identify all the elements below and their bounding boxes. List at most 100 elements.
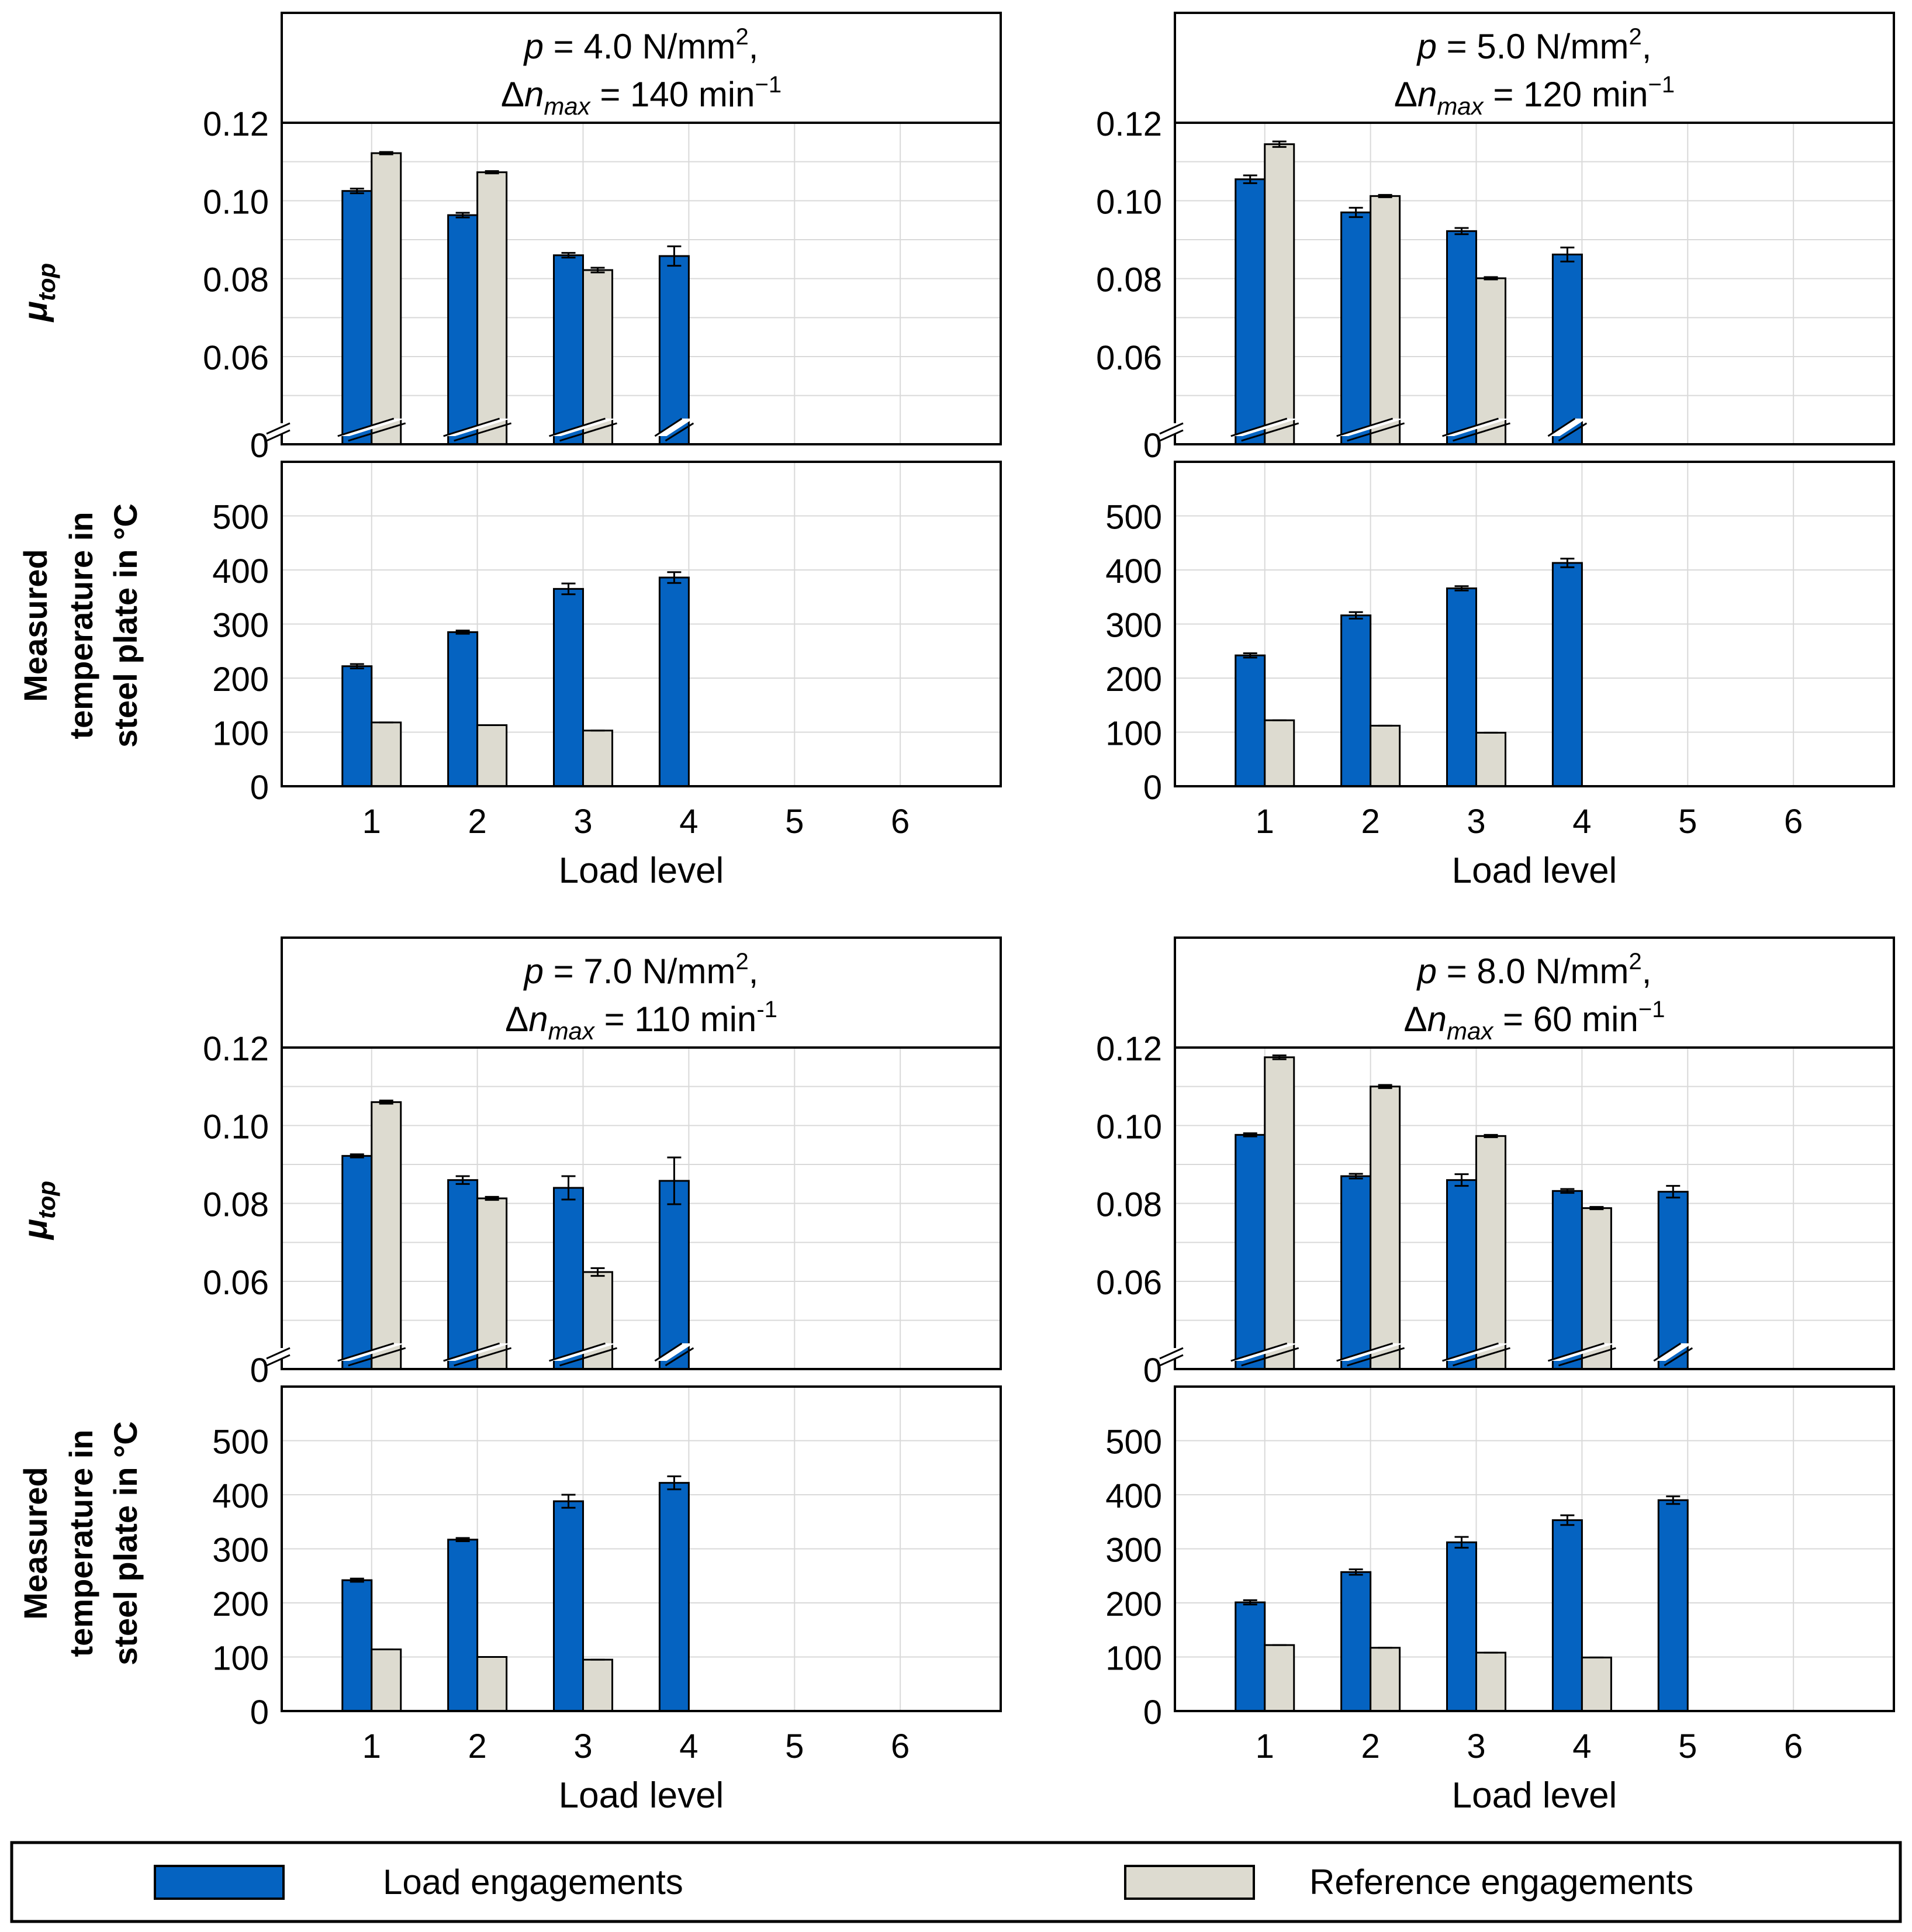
xtick-label: 5 [785, 1727, 804, 1765]
axis-break-slash [559, 422, 617, 442]
temp-reference-bar [371, 721, 402, 787]
mu-ytick-label: 0.12 [1096, 1030, 1162, 1068]
mu-ytick-label: 0.12 [203, 1030, 269, 1068]
axis-break-slash [1453, 422, 1510, 442]
axis-break-slash [549, 417, 606, 437]
temp-load-bar [341, 1579, 373, 1712]
temp-reference-bar [476, 1656, 508, 1712]
svg-text:Measured: Measured [17, 1467, 54, 1619]
temp-axes-frame [281, 1385, 1002, 1712]
xtick-label: 3 [573, 803, 592, 841]
mu-load-bar [1446, 230, 1478, 445]
temp-ytick-label: 400 [212, 552, 269, 590]
mu-reference-bar [1264, 143, 1295, 445]
mu-ytick-label: 0.12 [203, 105, 269, 143]
xtick-label: 1 [1256, 1727, 1274, 1765]
temp-load-bar [1657, 1499, 1689, 1712]
temp-load-bar [553, 1500, 585, 1712]
y-break-slash [1159, 429, 1184, 442]
temp-ytick-label: 0 [1143, 769, 1162, 807]
mu-ytick-label: 0.06 [203, 1264, 269, 1302]
legend-swatch-reference [1124, 1865, 1255, 1900]
svg-text:μtop: μtop [16, 263, 60, 323]
svg-text:Measured: Measured [17, 549, 54, 701]
mu-reference-bar [1475, 1135, 1507, 1370]
temp-reference-bar [1581, 1656, 1612, 1712]
temp-ytick-label: 300 [1105, 1532, 1162, 1570]
axis-break-slash [1442, 1342, 1499, 1362]
mu-axes-frame [281, 122, 1002, 445]
temp-reference-bar [1370, 724, 1401, 787]
y-break-slash [266, 1347, 291, 1360]
temp-ytick-label: 500 [212, 499, 269, 537]
mu-ytick-label: 0.06 [1096, 1264, 1162, 1302]
svg-text:μtop: μtop [16, 1181, 60, 1240]
mu-reference-bar [1264, 1056, 1295, 1370]
temp-reference-bar [1264, 719, 1295, 787]
axis-break-slash [443, 417, 500, 437]
xaxis-label: Load level [1452, 1775, 1617, 1816]
mu-ytick-label: 0.08 [1096, 261, 1162, 299]
mu-reference-bar [371, 152, 402, 445]
temp-reference-bar [1475, 1651, 1507, 1712]
mu-axes-frame [1174, 122, 1895, 445]
mu-reference-bar [1370, 195, 1401, 445]
panel-top-right: p = 5.0 N/mm2, Δnmax = 120 min−1 0 0.06 0.08… [1096, 12, 1895, 891]
axis-break-gap [655, 1343, 694, 1361]
svg-text:steel plate in °C: steel plate in °C [107, 1421, 144, 1665]
temp-reference-bar [1264, 1644, 1295, 1712]
temp-ytick-label: 0 [250, 1693, 269, 1731]
mu-reference-bar [476, 171, 508, 445]
temp-reference-bar [582, 730, 614, 787]
svg-text:steel plate in °C: steel plate in °C [107, 503, 144, 748]
mu-subplot: 0 0.06 0.08 0.10 0.12 [203, 105, 1002, 465]
mu-subplot: 0 0.06 0.08 0.10 0.12 [1096, 1030, 1895, 1390]
temp-load-bar [1551, 562, 1583, 787]
mu-reference-bar [371, 1101, 402, 1370]
legend-swatch-load [154, 1865, 285, 1900]
xtick-label: 5 [1678, 803, 1697, 841]
y-break-slash [266, 429, 291, 442]
mu-ytick-label: 0.08 [1096, 1186, 1162, 1224]
temp-load-bar [658, 1482, 690, 1712]
mu-load-bar [341, 190, 373, 445]
temp-ytick-label: 200 [212, 661, 269, 699]
temp-ytick-label: 400 [1105, 1477, 1162, 1515]
xtick-label: 4 [679, 1727, 698, 1765]
temp-load-bar [1446, 1541, 1478, 1712]
temp-ytick-label: 400 [1105, 552, 1162, 590]
mu-axis-label-bottom: μtop [16, 1181, 60, 1240]
axis-break-slash [454, 1347, 512, 1367]
temp-reference-bar [582, 1658, 614, 1712]
y-break-slash [266, 1354, 291, 1367]
axis-break-slash [665, 422, 694, 442]
mu-load-bar [447, 214, 479, 445]
axis-break-slash [549, 1342, 606, 1362]
temp-load-bar [447, 631, 479, 787]
panel-title-box [281, 12, 1002, 124]
y-break-gap [270, 423, 293, 434]
temp-axis-label-top: Measured temperature in steel plate in °… [17, 503, 144, 748]
panel-title-line-1: p = 5.0 N/mm2, [1416, 24, 1652, 66]
legend-label-reference: Reference engagements [1309, 1862, 1693, 1902]
xtick-label: 3 [573, 1727, 592, 1765]
temp-ytick-label: 300 [212, 607, 269, 645]
temp-subplot: 0 100 200 300 400 500 1 2 3 4 5 6 Load level [1105, 461, 1895, 891]
xtick-label: 2 [1361, 1727, 1379, 1765]
temp-load-bar [658, 576, 690, 787]
temp-ytick-label: 100 [212, 715, 269, 753]
temp-ytick-label: 0 [1143, 1693, 1162, 1731]
y-break-slash [1159, 422, 1184, 435]
temp-load-bar [1446, 587, 1478, 787]
y-break-slash [1159, 1354, 1184, 1367]
temp-subplot: 0 100 200 300 400 500 1 2 3 4 5 6 Load level [212, 1385, 1002, 1816]
temp-ytick-label: 300 [1105, 607, 1162, 645]
mu-load-bar [658, 1180, 690, 1370]
xtick-label: 1 [362, 1727, 381, 1765]
xtick-label: 3 [1467, 803, 1485, 841]
temp-ytick-label: 500 [1105, 1423, 1162, 1461]
svg-text:temperature in: temperature in [63, 1430, 99, 1657]
axis-break-slash [1547, 1342, 1605, 1362]
y-break-slash [266, 422, 291, 435]
axis-break-slash [348, 422, 406, 442]
